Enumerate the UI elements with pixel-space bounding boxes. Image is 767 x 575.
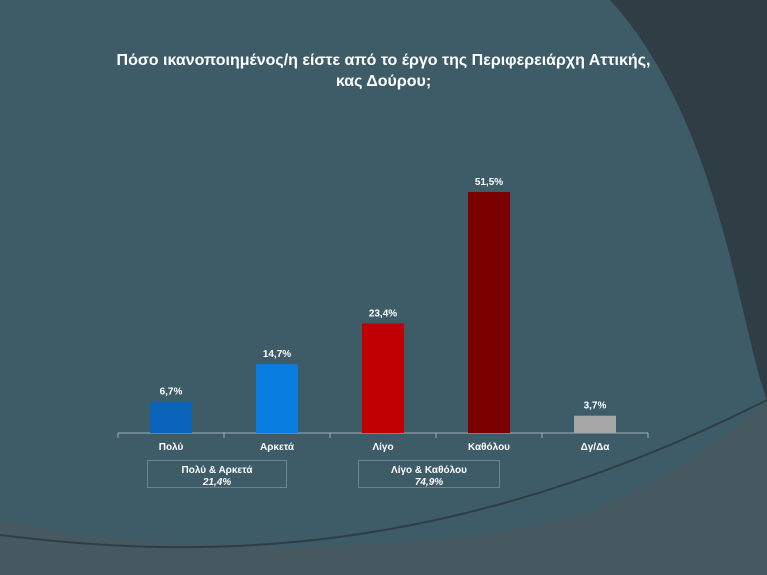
bar-4 xyxy=(468,192,510,433)
data-label-4: 51,5% xyxy=(475,177,503,188)
category-label-5: Δγ/Δα xyxy=(581,442,611,453)
data-label-2: 14,7% xyxy=(263,349,291,360)
bar-2 xyxy=(256,364,298,433)
group-value-positive: 21,4% xyxy=(202,477,232,488)
bar-1 xyxy=(150,401,192,433)
data-label-3: 23,4% xyxy=(369,308,397,319)
group-value-negative: 74,9% xyxy=(414,477,444,488)
chart-title: Πόσο ικανοποιημένος/η είστε από το έργο … xyxy=(40,50,727,92)
bar-5 xyxy=(574,415,616,433)
bar-3 xyxy=(362,323,404,433)
title-line-1: Πόσο ικανοποιημένος/η είστε από το έργο … xyxy=(116,52,651,69)
group-box-negative: Λίγο & Καθόλου 74,9% xyxy=(358,460,500,488)
group-label-positive: Πολύ & Αρκετά xyxy=(181,465,253,476)
category-label-1: Πολύ xyxy=(159,442,184,453)
group-label-negative: Λίγο & Καθόλου xyxy=(391,465,467,476)
category-label-2: Αρκετά xyxy=(260,442,295,453)
group-box-positive: Πολύ & Αρκετά 21,4% xyxy=(147,460,287,488)
category-label-3: Λίγο xyxy=(372,442,393,453)
data-label-5: 3,7% xyxy=(584,401,607,412)
data-label-1: 6,7% xyxy=(160,387,183,398)
title-line-2: κας Δούρου; xyxy=(335,73,432,90)
category-label-4: Καθόλου xyxy=(468,442,510,453)
